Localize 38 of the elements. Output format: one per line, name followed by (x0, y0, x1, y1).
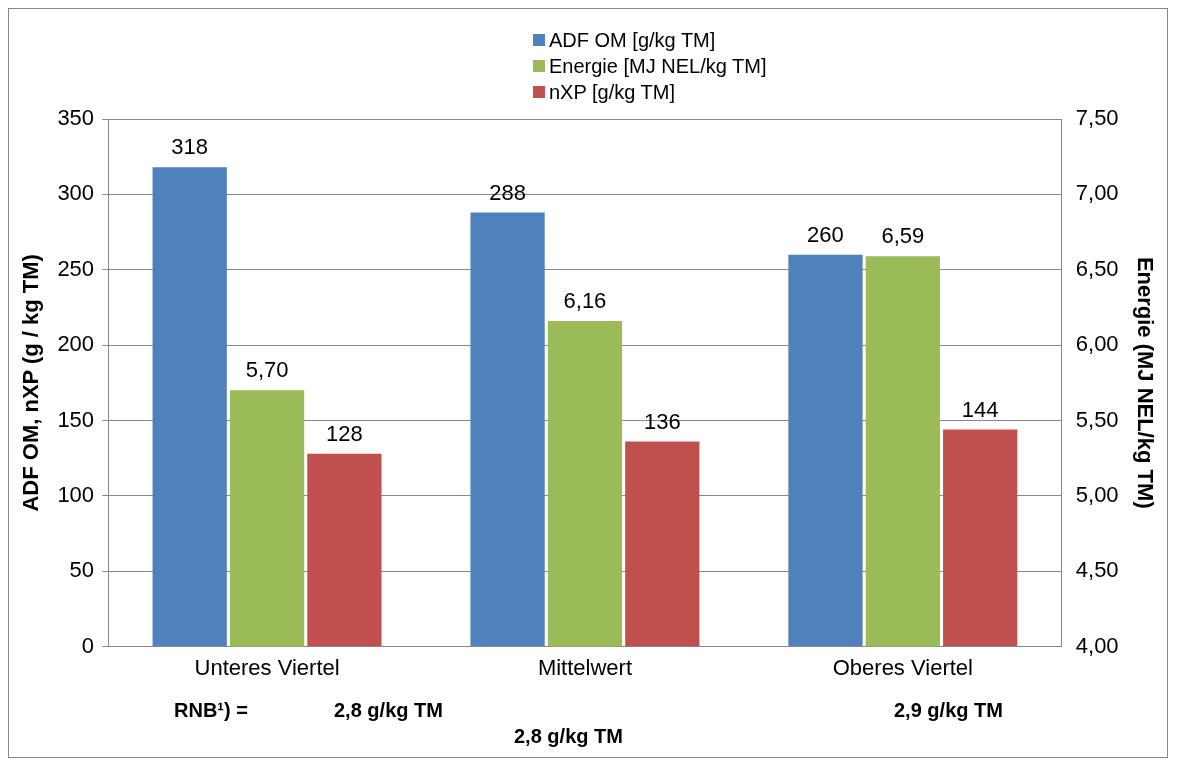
text: 2,8 g/kg TM (514, 725, 623, 748)
text: 2,8 g/kg TM (334, 699, 443, 722)
y2-tick-label: 7,50 (1075, 105, 1119, 131)
y2-tick-label: 6,50 (1075, 255, 1119, 281)
data-label: 136 (643, 408, 681, 434)
y2-axis-title: Energie (MJ NEL/kg TM) (1132, 256, 1158, 509)
y-tick-label: 150 (57, 406, 95, 432)
y2-tick-label: 5,50 (1075, 406, 1119, 432)
y-tick-label: 200 (57, 331, 95, 357)
y2-tick-label: 5,00 (1075, 481, 1119, 507)
y2-tick-label: 7,00 (1075, 180, 1119, 206)
legend-label: ADF OM [g/kg TM] (549, 28, 716, 53)
y2-tick-label: 6,00 (1075, 331, 1119, 357)
data-label: 6,16 (563, 288, 607, 314)
legend-label: Energie [MJ NEL/kg TM] (549, 54, 767, 79)
y-tick-label: 50 (69, 557, 95, 583)
text: 2,9 g/kg TM (894, 699, 1003, 722)
bar (943, 429, 1018, 647)
x-tick-label: Unteres Viertel (194, 654, 340, 680)
legend-label: nXP [g/kg TM] (549, 80, 675, 105)
y-tick-label: 300 (57, 180, 95, 206)
y-tick-label: 350 (57, 105, 95, 131)
text: RNB¹) = (174, 699, 248, 722)
data-label: 288 (489, 179, 526, 205)
x-tick-label: Mittelwert (537, 654, 633, 680)
y-axis-title: ADF OM, nXP (g / kg TM) (18, 254, 44, 512)
y-tick-label: 0 (81, 632, 95, 658)
data-label: 144 (961, 396, 999, 422)
y2-tick-label: 4,50 (1075, 557, 1119, 583)
data-label: 260 (807, 221, 844, 247)
y-tick-label: 100 (57, 481, 95, 507)
x-tick-label: Oberes Viertel (832, 654, 973, 680)
data-label: 318 (171, 134, 209, 160)
data-label: 5,70 (245, 357, 289, 383)
data-label: 128 (326, 420, 363, 446)
data-label: 6,59 (881, 223, 925, 249)
y-tick-label: 250 (57, 255, 95, 281)
y2-tick-label: 4,00 (1075, 632, 1119, 658)
